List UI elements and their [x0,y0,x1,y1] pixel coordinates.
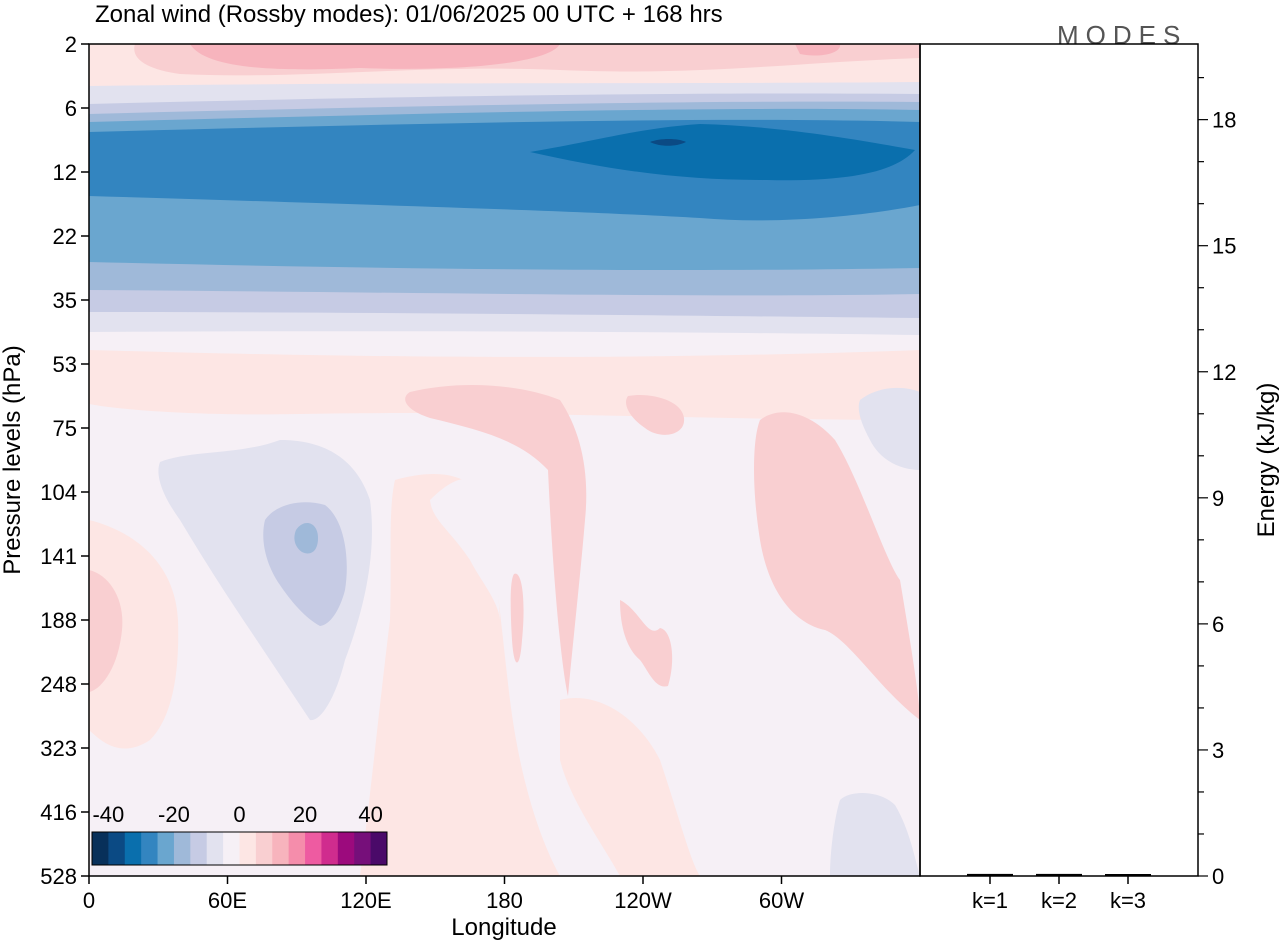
negative-region-east-upper [858,387,920,470]
colorbar-swatch [190,832,208,865]
y-tick-label: 35 [53,288,77,313]
energy-bar [1105,874,1151,876]
colorbar-label: 0 [233,802,245,827]
x-tick-label: 0 [83,888,95,913]
energy-tick-label: 18 [1212,108,1236,133]
negative-region-surface [830,793,920,876]
positive-region-east [754,412,920,720]
wavenumber-axis: k=1 k=2 k=3 [972,876,1146,913]
colorbar-label: -20 [158,802,190,827]
energy-axis-label: Energy (kJ/kg) [1253,383,1280,538]
band-2hpa-peak-small [795,44,841,56]
band-negative-7 [650,139,686,146]
energy-bar [1036,873,1082,876]
energy-tick-label: 6 [1212,612,1224,637]
colorbar-swatch [288,832,306,865]
y-tick-label: 104 [40,480,77,505]
energy-tick-label: 12 [1212,360,1236,385]
colorbar-swatch [141,832,159,865]
energy-tick-label: 15 [1212,234,1236,259]
chart-title: Zonal wind (Rossby modes): 01/06/2025 00… [95,1,723,28]
colorbar-swatch [370,832,388,865]
colorbar-swatch [239,832,257,865]
y-tick-label: 416 [40,800,77,825]
y-tick-label: 22 [53,224,77,249]
colorbar-swatch [305,832,322,865]
y-tick-label: 141 [40,544,77,569]
neutral-column-2 [700,588,780,876]
k-tick-label: k=1 [972,888,1008,913]
colorbar-swatch [157,832,175,865]
colorbar-swatch [321,832,339,865]
colorbar-swatch [124,832,142,865]
colorbar-swatch [108,832,126,865]
energy-bars [967,873,1151,876]
colorbar-swatch [255,832,273,865]
y-tick-label: 528 [40,864,77,889]
y-axis-label: Pressure levels (hPa) [0,345,26,574]
positive-region-west [89,520,179,749]
positive-region-pocket [620,600,673,687]
colorbar-swatch [206,832,224,865]
heatmap-plot-area [89,44,920,876]
colorbar-label: 40 [358,802,382,827]
colorbar-label: -40 [92,802,124,827]
colorbar-legend: -40 -20 0 20 40 [91,802,388,866]
positive-region-blob [625,394,685,435]
colorbar-swatch [92,832,109,865]
y-tick-label: 75 [53,416,77,441]
colorbar-swatch [354,832,372,865]
y-tick-label: 2 [65,32,77,57]
neutral-column-1 [430,479,500,620]
colorbar-swatch [337,832,355,865]
x-tick-label: 120W [614,888,672,913]
colorbar-frame [91,831,388,866]
positive-region-streak [510,573,524,663]
energy-tick-label: 3 [1212,738,1224,763]
band-negative-6 [530,124,915,181]
troposphere-features [89,350,920,876]
y-tick-label: 323 [40,736,77,761]
positive-region-central [405,385,587,696]
colorbar-swatch [223,832,240,865]
k-tick-label: k=2 [1041,888,1077,913]
positive-region-lower [560,698,700,876]
energy-tick-label: 9 [1212,486,1224,511]
colorbar-label: 20 [293,802,317,827]
energy-bar [967,873,1013,876]
x-axis-label: Longitude [451,914,556,941]
x-tick-label: 120E [340,888,391,913]
negative-region-core [263,502,347,626]
energy-panel-frame [919,43,1199,877]
x-tick-label: 180 [486,888,523,913]
y-axis: 2 6 12 22 35 53 75 104 141 188 248 323 416 528 [40,32,89,889]
colorbar-swatch [173,832,191,865]
positive-region-upper [89,350,920,420]
energy-axis: 0 3 6 9 12 15 18 [1198,77,1236,889]
energy-tick-label: 0 [1212,864,1224,889]
positive-region-column [360,474,560,876]
band-2hpa-positive-peak [190,44,560,70]
x-tick-label: 60E [208,888,247,913]
y-tick-label: 188 [40,608,77,633]
x-axis: 0 60E 120E 180 120W 60W [83,876,804,913]
k-tick-label: k=3 [1110,888,1146,913]
y-tick-label: 6 [65,96,77,121]
y-tick-label: 12 [53,160,77,185]
negative-region-peak [294,523,318,554]
y-tick-label: 248 [40,672,77,697]
x-tick-label: 60W [759,888,804,913]
positive-region-west-core [89,570,123,692]
stratosphere-bands [89,44,920,335]
y-tick-label: 53 [53,352,77,377]
colorbar-swatch [272,832,290,865]
